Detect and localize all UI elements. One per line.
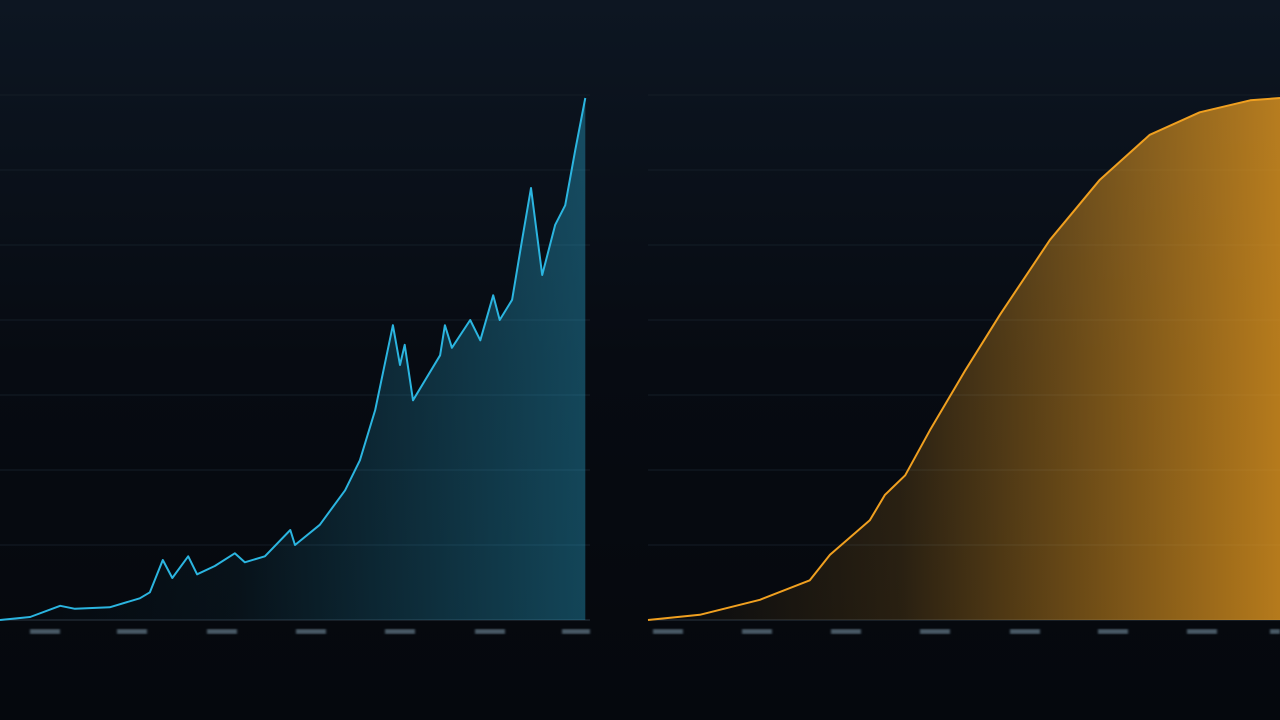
tick-label-blur [742,629,772,634]
tick-label-blur [1098,629,1128,634]
tick-label-blur [117,629,147,634]
tick-label-blur [296,629,326,634]
tick-label-blur [1010,629,1040,634]
area-fill [648,98,1280,620]
tick-label-blur [385,629,415,634]
tick-label-blur [30,629,60,634]
line [0,97,587,621]
tick-label-blur [653,629,683,634]
tick-label-blur [831,629,861,634]
tick-label-blur [920,629,950,634]
area-fill [0,98,586,620]
tick-label-blur [562,629,590,634]
tick-label-blur [1270,629,1280,634]
tick-label-blur [207,629,237,634]
illegible-tick-labels [30,629,1280,634]
line [647,97,1280,621]
tick-label-blur [475,629,505,634]
tick-label-blur [1187,629,1217,634]
